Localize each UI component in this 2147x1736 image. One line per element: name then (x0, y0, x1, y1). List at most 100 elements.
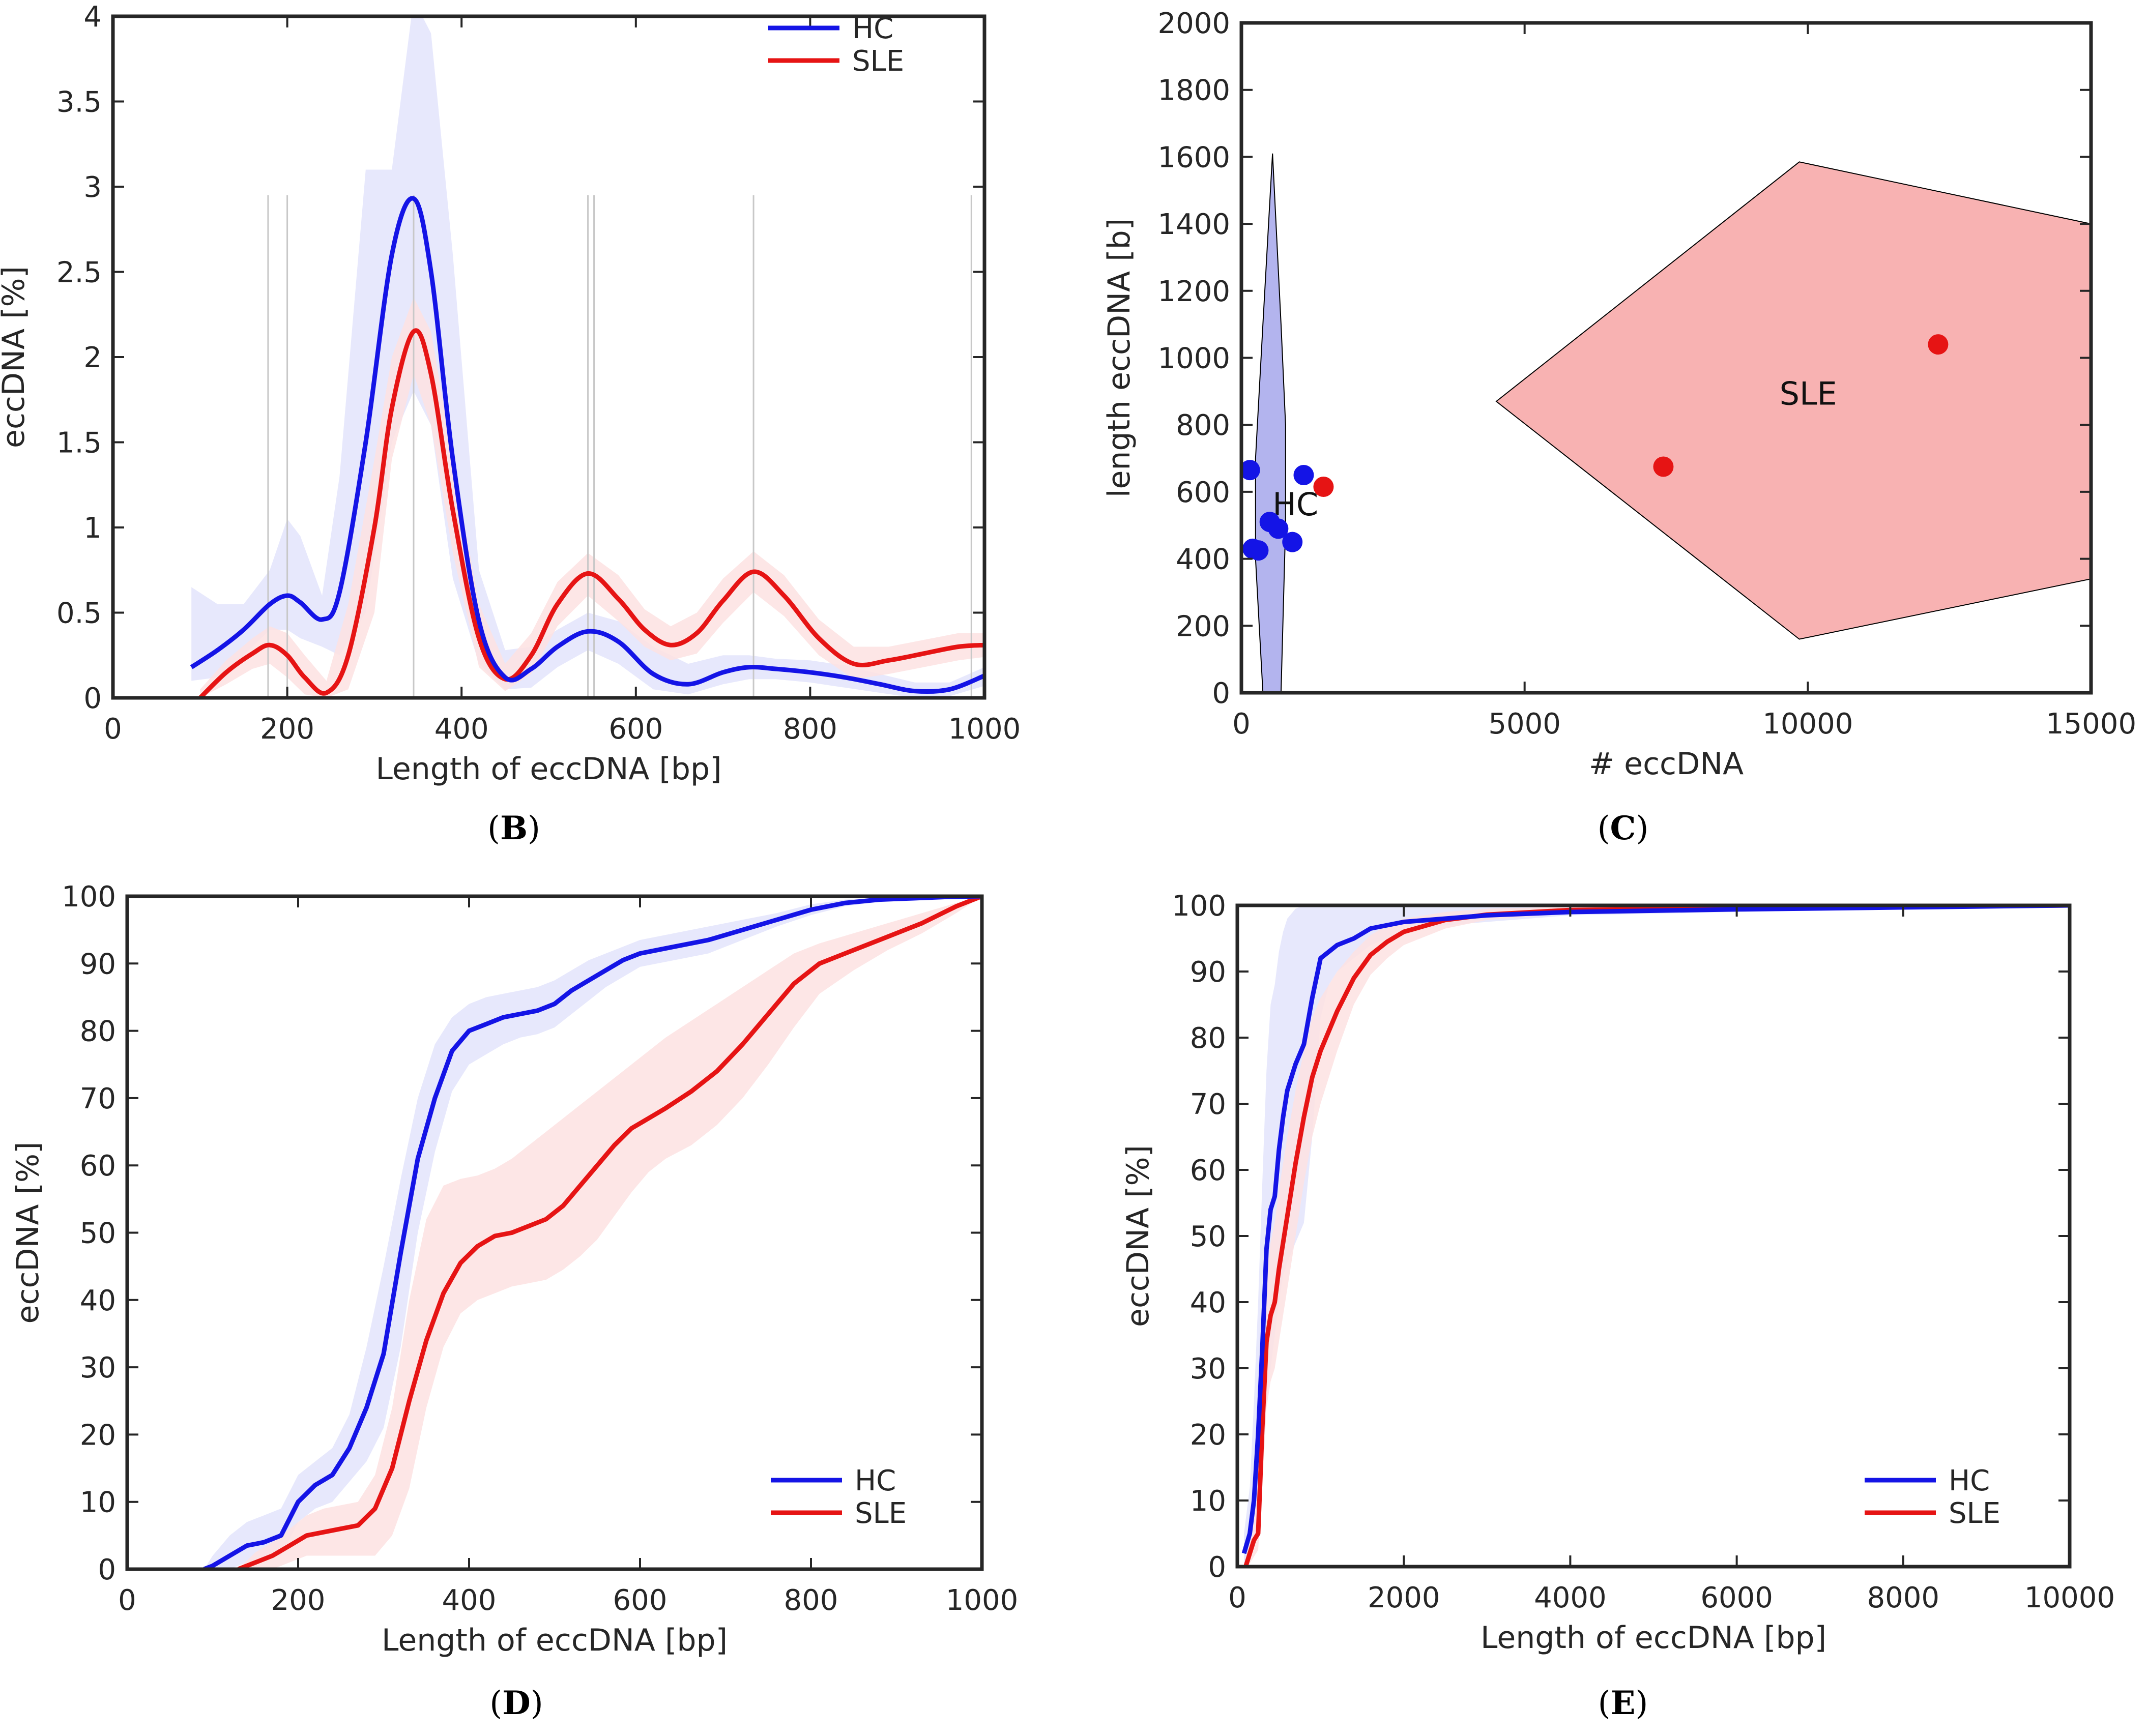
series-line-sle (237, 896, 982, 1569)
series-line-hc (1241, 905, 2070, 1554)
y-tick-label: 70 (1190, 1088, 1226, 1121)
y-tick-label: 20 (80, 1419, 116, 1452)
legend-label-sle: SLE (1949, 1497, 2000, 1530)
plot-area (1241, 905, 2070, 1567)
y-axis-title: eccDNA [%] (1120, 1145, 1156, 1327)
y-tick-label: 90 (80, 948, 116, 981)
y-tick-label: 400 (1176, 543, 1230, 576)
panel-label-letter: E (1611, 1684, 1636, 1722)
y-tick-label: 0 (83, 682, 102, 715)
y-tick-label: 3 (83, 171, 102, 204)
y-tick-label: 800 (1176, 409, 1230, 442)
region-hc (1255, 153, 1286, 693)
panel-label: (D) (489, 1684, 543, 1722)
y-tick-label: 10 (1190, 1485, 1226, 1518)
scatter-point-hc (1268, 518, 1289, 539)
chart-panel-e: 0 2000 4000 6000 8000 10000 0 10 20 30 40 50 60 70 80 9… (1120, 890, 2115, 1722)
y-tick-label: 1000 (1157, 342, 1230, 375)
x-tick-label: 1000 (948, 713, 1021, 746)
y-tick-label: 600 (1176, 476, 1230, 509)
y-tick-label: 80 (80, 1015, 116, 1048)
y-tick-label: 30 (1190, 1352, 1226, 1386)
legend-label-hc: HC (852, 12, 893, 45)
y-tick-label: 50 (80, 1217, 116, 1250)
y-tick-label: 200 (1176, 610, 1230, 643)
x-axis-title: Length of eccDNA [bp] (375, 751, 721, 787)
band-hc (191, 16, 984, 698)
y-tick-label: 10 (80, 1486, 116, 1519)
x-tick-label: 4000 (1534, 1581, 1607, 1614)
panel-label: (C) (1598, 809, 1649, 847)
y-tick-label: 4 (83, 1, 102, 34)
band-sle (238, 896, 982, 1569)
x-tick-label: 400 (442, 1584, 497, 1617)
y-tick-label: 1400 (1157, 208, 1230, 241)
chart-panel-c: HC SLE 0 5000 10000 15000 0 200 400 600 800 1000 120… (1101, 7, 2136, 847)
y-tick-label: 40 (80, 1284, 116, 1317)
x-tick-label: 6000 (1700, 1581, 1773, 1614)
legend-label-sle: SLE (855, 1497, 907, 1530)
legend-label-hc: HC (1949, 1464, 1990, 1497)
y-tick-label: 80 (1190, 1022, 1226, 1055)
plot-area (190, 16, 984, 698)
x-axis-title: Length of eccDNA [bp] (1481, 1620, 1826, 1656)
y-tick-label: 90 (1190, 956, 1226, 989)
x-tick-label: 5000 (1488, 708, 1561, 741)
y-tick-label: 30 (80, 1351, 116, 1385)
y-tick-label: 1600 (1157, 141, 1230, 174)
series-line-sle (1243, 905, 2070, 1567)
scatter-point-hc (1282, 532, 1303, 552)
scatter-point-sle (1313, 477, 1334, 497)
y-tick-label: 100 (1172, 890, 1226, 923)
x-tick-label: 8000 (1867, 1581, 1940, 1614)
plot-area (203, 896, 982, 1569)
y-tick-label: 2.5 (56, 256, 102, 289)
y-tick-label: 60 (1190, 1154, 1226, 1187)
x-tick-label: 600 (608, 713, 663, 746)
x-tick-label: 15000 (2046, 708, 2136, 741)
region-label-hc: HC (1272, 486, 1318, 523)
y-tick-label: 3.5 (56, 86, 102, 119)
legend-label-sle: SLE (852, 45, 904, 78)
y-tick-label: 70 (80, 1082, 116, 1115)
x-axis-title: Length of eccDNA [bp] (382, 1623, 728, 1658)
x-tick-label: 10000 (2024, 1581, 2115, 1614)
y-tick-label: 40 (1190, 1286, 1226, 1319)
y-tick-label: 50 (1190, 1220, 1226, 1253)
panel-label: (E) (1598, 1684, 1648, 1722)
panel-label: (B) (487, 809, 540, 847)
y-tick-label: 2 (83, 341, 102, 374)
panel-label-letter: D (502, 1684, 531, 1722)
y-tick-label: 60 (80, 1150, 116, 1183)
x-axis-title: # eccDNA (1589, 746, 1744, 782)
y-tick-label: 20 (1190, 1419, 1226, 1452)
series-line-hc (190, 196, 984, 694)
band-hc (1244, 905, 2070, 1567)
x-tick-label: 2000 (1368, 1581, 1440, 1614)
x-tick-label: 800 (784, 1584, 838, 1617)
scatter-point-sle (1653, 456, 1674, 477)
y-tick-label: 0 (1208, 1551, 1226, 1584)
x-tick-label: 10000 (1762, 708, 1853, 741)
y-axis-title: eccDNA [%] (0, 266, 32, 448)
x-tick-label: 0 (1228, 1581, 1246, 1614)
y-axis-title: eccDNA [%] (10, 1142, 46, 1324)
y-tick-label: 1800 (1157, 74, 1230, 107)
axes-frame (1235, 903, 2072, 1569)
scatter-point-sle (1928, 334, 1949, 355)
plot-area: HC SLE (1241, 153, 2091, 693)
x-tick-label: 800 (783, 713, 837, 746)
scatter-point-hc (1293, 464, 1314, 485)
region-sle (1495, 161, 2091, 640)
scatter-point-hc (1248, 540, 1269, 561)
scatter-point-hc (1241, 460, 1260, 481)
y-tick-label: 1.5 (56, 427, 102, 460)
y-tick-label: 0 (1212, 677, 1230, 710)
axes-frame (1239, 21, 2093, 695)
axes-frame (111, 14, 987, 700)
series-line-sle (198, 328, 984, 698)
panel-label-letter: C (1610, 809, 1636, 847)
x-tick-label: 200 (260, 713, 314, 746)
